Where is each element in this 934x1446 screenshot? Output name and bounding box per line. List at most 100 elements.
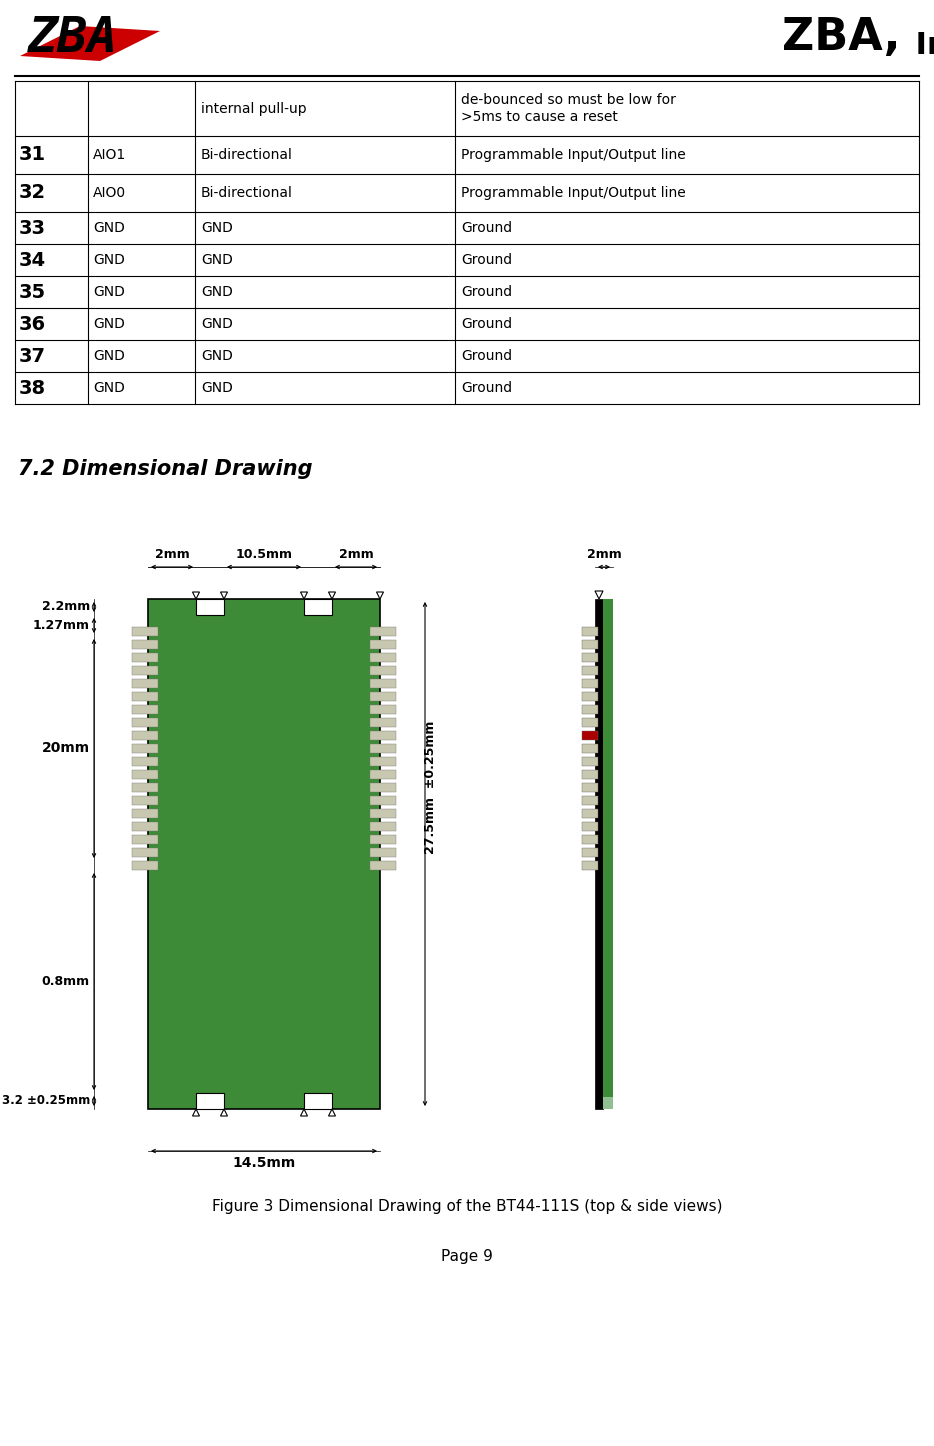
Bar bbox=[370, 745, 396, 753]
Bar bbox=[132, 693, 158, 701]
Text: Figure 3 Dimensional Drawing of the BT44-111S (top & side views): Figure 3 Dimensional Drawing of the BT44… bbox=[212, 1199, 722, 1215]
Text: GND: GND bbox=[201, 380, 233, 395]
Bar bbox=[582, 758, 598, 766]
Bar bbox=[132, 771, 158, 779]
Text: GND: GND bbox=[201, 221, 233, 236]
Bar bbox=[370, 667, 396, 675]
Bar bbox=[595, 599, 603, 1109]
Bar bbox=[582, 834, 598, 844]
Text: Ground: Ground bbox=[461, 285, 512, 299]
Text: 2mm: 2mm bbox=[155, 548, 190, 561]
Text: 3.2 ±0.25mm: 3.2 ±0.25mm bbox=[2, 1095, 90, 1108]
Text: 33: 33 bbox=[19, 218, 46, 237]
Text: GND: GND bbox=[201, 253, 233, 268]
Text: 35: 35 bbox=[19, 282, 46, 302]
Text: Ground: Ground bbox=[461, 317, 512, 331]
Bar bbox=[132, 628, 158, 636]
Bar bbox=[370, 808, 396, 818]
Bar bbox=[132, 847, 158, 857]
Bar bbox=[196, 1093, 224, 1109]
Bar bbox=[582, 641, 598, 649]
Text: 2.2mm: 2.2mm bbox=[42, 600, 90, 613]
Polygon shape bbox=[192, 591, 200, 599]
Bar bbox=[132, 782, 158, 792]
Bar bbox=[132, 795, 158, 805]
Text: 32: 32 bbox=[19, 184, 46, 202]
Text: Ground: Ground bbox=[461, 253, 512, 268]
Text: Ground: Ground bbox=[461, 221, 512, 236]
Bar bbox=[582, 719, 598, 727]
Bar bbox=[132, 680, 158, 688]
Bar bbox=[582, 808, 598, 818]
Bar bbox=[132, 667, 158, 675]
Polygon shape bbox=[192, 1109, 200, 1116]
Bar bbox=[304, 1093, 332, 1109]
Bar bbox=[370, 732, 396, 740]
Bar bbox=[132, 719, 158, 727]
Text: 14.5mm: 14.5mm bbox=[233, 1155, 296, 1170]
Bar bbox=[370, 758, 396, 766]
Bar bbox=[370, 628, 396, 636]
Bar bbox=[370, 706, 396, 714]
Text: 1.27mm: 1.27mm bbox=[33, 619, 90, 632]
Bar bbox=[370, 771, 396, 779]
Bar bbox=[132, 745, 158, 753]
Bar bbox=[132, 808, 158, 818]
Text: AIO0: AIO0 bbox=[93, 187, 126, 200]
Text: GND: GND bbox=[93, 317, 125, 331]
Text: Bi-directional: Bi-directional bbox=[201, 187, 293, 200]
Bar bbox=[370, 680, 396, 688]
Bar bbox=[370, 834, 396, 844]
Text: 37: 37 bbox=[19, 347, 46, 366]
Text: de-bounced so must be low for
>5ms to cause a reset: de-bounced so must be low for >5ms to ca… bbox=[461, 93, 676, 124]
Bar bbox=[582, 706, 598, 714]
Text: internal pull-up: internal pull-up bbox=[201, 101, 306, 116]
Text: ZBA: ZBA bbox=[28, 14, 119, 62]
Text: 2mm: 2mm bbox=[587, 548, 621, 561]
Text: ZBA,: ZBA, bbox=[782, 16, 900, 59]
Bar bbox=[582, 821, 598, 831]
Text: GND: GND bbox=[201, 348, 233, 363]
Polygon shape bbox=[220, 1109, 228, 1116]
Bar bbox=[370, 719, 396, 727]
Text: Programmable Input/Output line: Programmable Input/Output line bbox=[461, 147, 686, 162]
Polygon shape bbox=[220, 591, 228, 599]
Bar bbox=[370, 693, 396, 701]
Bar bbox=[582, 654, 598, 662]
Bar bbox=[582, 795, 598, 805]
Bar bbox=[370, 641, 396, 649]
Text: Page 9: Page 9 bbox=[441, 1249, 493, 1264]
Bar bbox=[582, 745, 598, 753]
Bar bbox=[582, 732, 598, 740]
Text: AIO1: AIO1 bbox=[93, 147, 126, 162]
Polygon shape bbox=[301, 1109, 307, 1116]
Text: GND: GND bbox=[201, 285, 233, 299]
Text: GND: GND bbox=[93, 380, 125, 395]
Bar bbox=[582, 628, 598, 636]
Text: 34: 34 bbox=[19, 250, 46, 269]
Text: 0.8mm: 0.8mm bbox=[42, 975, 90, 988]
Bar bbox=[582, 847, 598, 857]
Text: Ground: Ground bbox=[461, 380, 512, 395]
Bar bbox=[148, 599, 380, 1109]
Text: 10.5mm: 10.5mm bbox=[235, 548, 292, 561]
Bar bbox=[603, 599, 613, 1109]
Text: GND: GND bbox=[93, 253, 125, 268]
Bar bbox=[582, 693, 598, 701]
Bar bbox=[582, 782, 598, 792]
Bar bbox=[196, 599, 224, 615]
Text: 31: 31 bbox=[19, 146, 46, 165]
Bar bbox=[132, 654, 158, 662]
Bar bbox=[582, 860, 598, 870]
Bar bbox=[132, 821, 158, 831]
Text: GND: GND bbox=[93, 221, 125, 236]
Bar bbox=[582, 680, 598, 688]
Polygon shape bbox=[20, 26, 160, 61]
Text: 7.2 Dimensional Drawing: 7.2 Dimensional Drawing bbox=[18, 458, 313, 479]
Bar bbox=[582, 771, 598, 779]
Text: GND: GND bbox=[93, 348, 125, 363]
Text: Bi-directional: Bi-directional bbox=[201, 147, 293, 162]
Bar bbox=[132, 834, 158, 844]
Text: 20mm: 20mm bbox=[42, 742, 90, 755]
Text: GND: GND bbox=[201, 317, 233, 331]
